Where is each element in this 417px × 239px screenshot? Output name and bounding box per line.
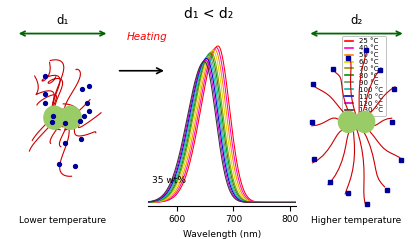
- Text: Higher temperature: Higher temperature: [311, 216, 402, 225]
- Ellipse shape: [60, 106, 81, 129]
- Text: 35 wt%: 35 wt%: [153, 176, 186, 185]
- Text: d₂: d₂: [350, 14, 363, 27]
- X-axis label: Wavelength (nm): Wavelength (nm): [183, 230, 261, 239]
- Ellipse shape: [339, 111, 358, 132]
- Text: d₁: d₁: [56, 14, 69, 27]
- Ellipse shape: [44, 106, 65, 129]
- Legend: 25 °C, 40 °C, 50 °C, 60 °C, 70 °C, 80 °C, 90 °C, 100 °C, 110 °C, 120 °C, 130 °C: 25 °C, 40 °C, 50 °C, 60 °C, 70 °C, 80 °C…: [342, 36, 386, 116]
- Text: Heating: Heating: [127, 32, 168, 42]
- Text: d₁ < d₂: d₁ < d₂: [184, 7, 233, 21]
- Text: Lower temperature: Lower temperature: [19, 216, 106, 225]
- Ellipse shape: [355, 111, 374, 132]
